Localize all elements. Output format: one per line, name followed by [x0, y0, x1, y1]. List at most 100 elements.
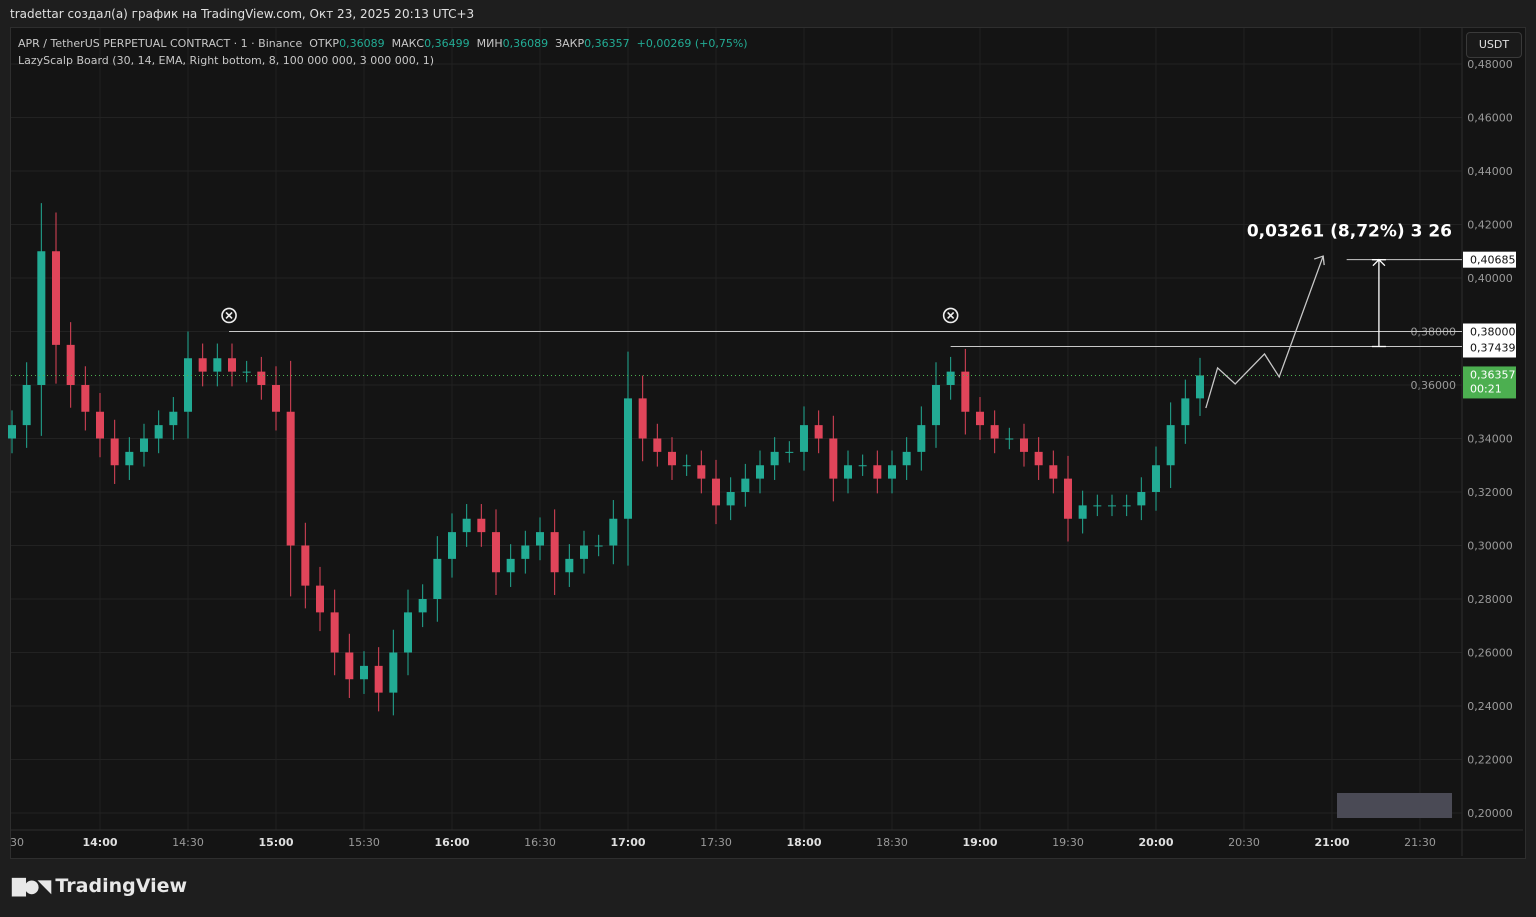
- x-tick-label: 14:00: [82, 836, 117, 849]
- open-label: ОТКР: [309, 37, 340, 50]
- measure-label: 0,03261 (8,72%) 3 26: [1247, 222, 1452, 242]
- y-tick-label: 0,24000: [1467, 700, 1513, 713]
- y-tick-label: 0,28000: [1467, 593, 1513, 606]
- y-tick-label: 0,40000: [1467, 272, 1513, 285]
- open-value: 0,36089: [339, 37, 385, 50]
- candle-body: [814, 425, 823, 439]
- y-tick-label: 0,34000: [1467, 433, 1513, 446]
- candle-body: [1005, 438, 1014, 440]
- candle-body: [242, 371, 251, 373]
- x-tick-label: 19:30: [1052, 836, 1084, 849]
- candle-body: [37, 251, 46, 385]
- y-tick-label: 0,30000: [1467, 540, 1513, 553]
- candle-body: [139, 438, 148, 452]
- chart-credit: tradettar создал(а) график на TradingVie…: [10, 7, 475, 21]
- chart-frame[interactable]: [10, 27, 1526, 859]
- candle-body: [755, 465, 764, 479]
- y-tick-label: 0,44000: [1467, 165, 1513, 178]
- candle-body: [579, 545, 588, 559]
- rectangle-drawing: [1337, 793, 1452, 818]
- candle-body: [1151, 465, 1160, 492]
- candle-body: [521, 545, 530, 559]
- x-tick-label: 21:00: [1314, 836, 1349, 849]
- candle-body: [682, 465, 691, 467]
- candle-body: [858, 465, 867, 467]
- candle-body: [169, 411, 178, 426]
- candle-body: [961, 371, 970, 412]
- candle-body: [1107, 505, 1116, 507]
- projection-path: [1205, 255, 1324, 409]
- low-value: 0,36089: [502, 37, 549, 50]
- x-tick-label: 16:30: [524, 836, 556, 849]
- candle-body: [1049, 465, 1058, 479]
- candle-body: [359, 665, 368, 680]
- candle-body: [315, 585, 324, 613]
- candle-body: [917, 425, 926, 452]
- candle-body: [271, 385, 280, 412]
- candle-body: [741, 478, 750, 492]
- x-circle-icon: [942, 307, 959, 324]
- candle-body: [873, 465, 882, 479]
- candle-body: [1063, 478, 1072, 519]
- candle-body: [125, 451, 134, 466]
- candle-body: [623, 398, 632, 519]
- candle-body: [374, 665, 383, 693]
- x-tick-label: 18:30: [876, 836, 908, 849]
- candle-body: [638, 398, 647, 439]
- countdown-label: 00:21: [1470, 382, 1502, 395]
- x-circle-icon-cross: [947, 311, 955, 320]
- candle-body: [506, 558, 515, 573]
- candle-body: [726, 492, 735, 506]
- x-tick-label: 19:00: [962, 836, 997, 849]
- currency-button[interactable]: USDT: [1466, 32, 1522, 58]
- candle-body: [843, 465, 852, 479]
- candle-body: [946, 371, 955, 385]
- x-tick-label: 14:30: [172, 836, 204, 849]
- candle-body: [301, 545, 310, 586]
- x-tick-label: 15:30: [348, 836, 380, 849]
- last-price-badge: [1463, 366, 1516, 399]
- x-tick-label: 16:00: [434, 836, 469, 849]
- x-tick-label: 17:00: [610, 836, 645, 849]
- candle-body: [770, 451, 779, 466]
- projection-arrowhead: [1313, 255, 1325, 266]
- candle-body: [389, 652, 398, 693]
- candle-body: [565, 558, 574, 573]
- candle-body: [1078, 505, 1087, 519]
- candle-body: [829, 438, 838, 479]
- candle-body: [8, 425, 16, 439]
- candle-body: [198, 358, 207, 372]
- candle-body: [51, 251, 60, 345]
- candle-body: [418, 599, 427, 613]
- x-tick-label: 21:30: [1404, 836, 1436, 849]
- candle-body: [1122, 505, 1131, 507]
- candle-body: [1019, 438, 1028, 452]
- tradingview-logo[interactable]: ▇●◥ TradingView: [12, 875, 187, 897]
- candle-body: [110, 438, 119, 466]
- candle-body: [154, 425, 163, 439]
- x-tick-label: 17:30: [700, 836, 732, 849]
- level-label: 0,38000: [1470, 326, 1516, 339]
- symbol-title[interactable]: APR / TetherUS PERPETUAL CONTRACT · 1 · …: [18, 37, 303, 50]
- candle-body: [66, 344, 75, 385]
- x-tick-label: 20:00: [1138, 836, 1173, 849]
- high-value: 0,36499: [424, 37, 470, 50]
- candle-body: [1181, 398, 1190, 426]
- chart-legend: APR / TetherUS PERPETUAL CONTRACT · 1 · …: [18, 35, 748, 69]
- candle-body: [403, 612, 412, 653]
- y-tick-label: 0,46000: [1467, 112, 1513, 125]
- candle-body: [95, 411, 104, 439]
- candle-body: [1137, 492, 1146, 506]
- indicator-legend[interactable]: LazyScalp Board (30, 14, EMA, Right bott…: [18, 54, 434, 67]
- candle-body: [1166, 425, 1175, 466]
- brand-name: TradingView: [55, 875, 188, 897]
- candle-body: [609, 518, 618, 546]
- candle-body: [697, 465, 706, 479]
- x-tick-label: 20:30: [1228, 836, 1260, 849]
- candle-body: [975, 411, 984, 426]
- candle-body: [477, 518, 486, 533]
- candle-body: [345, 652, 354, 680]
- candle-body: [1034, 451, 1043, 466]
- level-badge: [1463, 251, 1516, 268]
